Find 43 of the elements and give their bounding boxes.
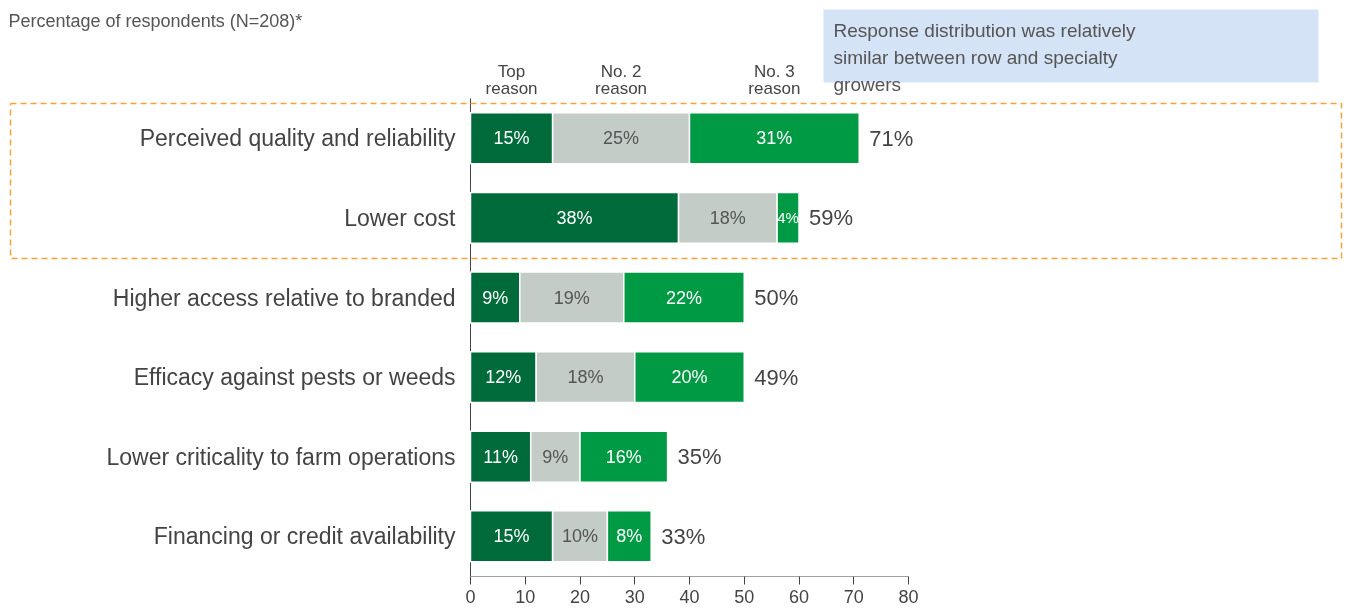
data-label: 9% bbox=[542, 446, 569, 467]
x-tick-label: 30 bbox=[624, 586, 645, 607]
data-label: 25% bbox=[603, 128, 640, 149]
data-label: 12% bbox=[485, 367, 522, 388]
text: Response distribution was relatively similar between row and specialty growers bbox=[833, 20, 1137, 95]
x-tick-label: 70 bbox=[843, 586, 864, 607]
data-label: 22% bbox=[666, 287, 703, 308]
data-label: 10% bbox=[561, 526, 599, 547]
x-tick-label: 50 bbox=[734, 586, 755, 607]
data-label: 19% bbox=[553, 287, 590, 308]
series-label: No. 2 reason bbox=[595, 62, 648, 98]
x-tick-label: 0 bbox=[465, 586, 476, 607]
data-label: 8% bbox=[616, 526, 643, 547]
total-label: 49% bbox=[754, 364, 799, 390]
data-label: 11% bbox=[483, 446, 518, 467]
y-tick-label: Efficacy against pests or weeds bbox=[133, 364, 456, 391]
y-tick-label: Lower cost bbox=[344, 204, 457, 231]
x-tick-label: 10 bbox=[515, 586, 536, 607]
total-label: 33% bbox=[661, 523, 706, 549]
series-label: Top reason bbox=[485, 62, 538, 98]
data-label: 18% bbox=[709, 207, 746, 228]
text: Percentage of respondents (N=208)* bbox=[8, 10, 303, 31]
total-label: 59% bbox=[809, 205, 854, 231]
data-label: 20% bbox=[671, 367, 708, 388]
x-tick-label: 40 bbox=[679, 586, 700, 607]
y-tick-label: Lower criticality to farm operations bbox=[106, 443, 456, 470]
y-tick-label: Perceived quality and reliability bbox=[139, 125, 456, 152]
data-label: 18% bbox=[567, 367, 604, 388]
data-label: 9% bbox=[482, 287, 509, 308]
data-label: 16% bbox=[605, 446, 642, 467]
y-tick-label: Higher access relative to branded bbox=[112, 284, 456, 311]
x-tick-label: 60 bbox=[788, 586, 810, 607]
data-label: 15% bbox=[493, 526, 530, 547]
y-tick-label: Financing or credit availability bbox=[153, 523, 456, 550]
data-label: 31% bbox=[756, 128, 793, 149]
series-label: No. 3 reason bbox=[748, 62, 801, 98]
x-tick-label: 80 bbox=[898, 586, 919, 607]
data-label: 15% bbox=[493, 128, 530, 149]
x-tick-label: 20 bbox=[569, 586, 591, 607]
total-label: 50% bbox=[754, 285, 799, 310]
total-label: 35% bbox=[677, 444, 722, 470]
total-label: 71% bbox=[869, 125, 914, 151]
data-label: 38% bbox=[556, 207, 593, 228]
